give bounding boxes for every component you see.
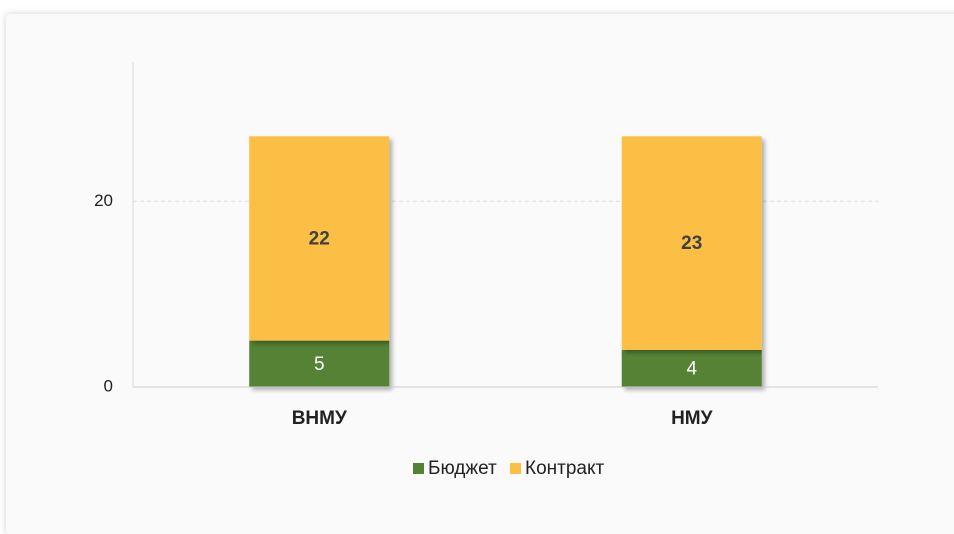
x-tick-label: НМУ bbox=[671, 408, 713, 429]
chart-card bbox=[6, 14, 954, 534]
bar-segment bbox=[621, 349, 762, 387]
legend-label: Бюджет bbox=[428, 458, 497, 479]
bar-segment bbox=[249, 136, 390, 341]
legend-swatch bbox=[510, 463, 521, 474]
data-label: 23 bbox=[681, 233, 702, 254]
data-label: 4 bbox=[686, 358, 697, 379]
bar-segment bbox=[249, 340, 390, 387]
bar-segment bbox=[621, 136, 762, 350]
x-tick-label: ВНМУ bbox=[292, 408, 347, 429]
y-tick-label: 20 bbox=[94, 191, 113, 210]
legend-label: Контракт bbox=[525, 458, 604, 479]
legend-swatch bbox=[413, 463, 424, 474]
y-tick-label: 0 bbox=[104, 376, 113, 395]
data-label: 5 bbox=[314, 354, 325, 375]
data-label: 22 bbox=[309, 228, 330, 249]
